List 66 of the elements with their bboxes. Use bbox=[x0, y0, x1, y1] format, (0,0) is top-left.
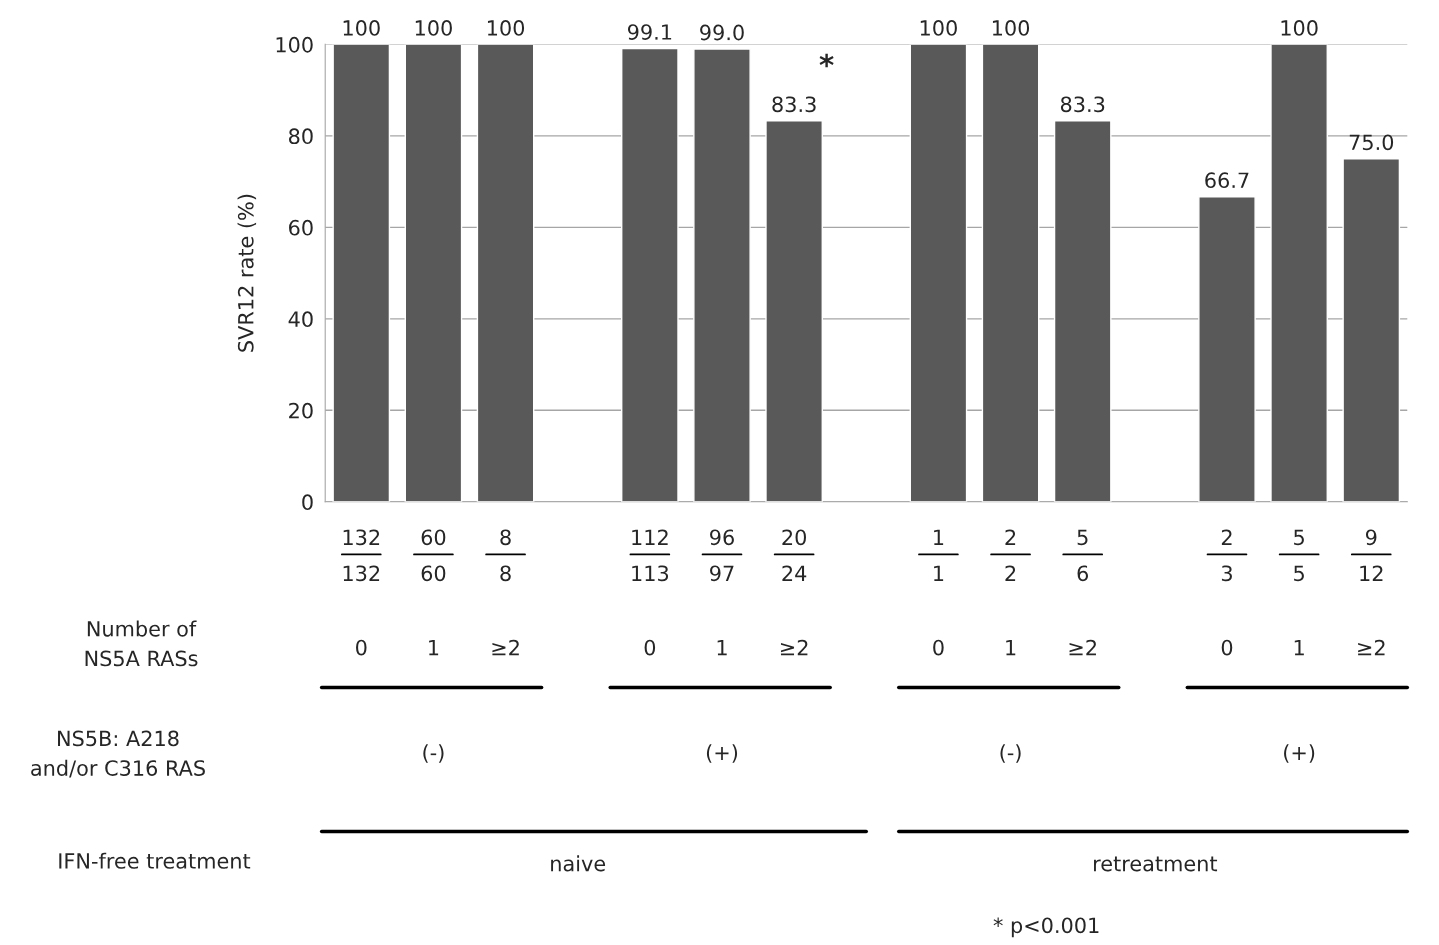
x-tick-label: 1 bbox=[1006, 639, 1016, 656]
data-label: 99.1 bbox=[627, 24, 672, 40]
data-label: 83.3 bbox=[1060, 96, 1105, 113]
x-tick-label: 0 bbox=[356, 639, 367, 656]
text: 2 2 bbox=[1005, 529, 1016, 581]
data-label: 66.7 bbox=[1205, 172, 1249, 189]
x-tick-label: 0 bbox=[1221, 639, 1233, 656]
x-tick-label: ≥2 bbox=[1358, 639, 1385, 656]
text: (+) bbox=[706, 744, 738, 763]
x-tick-label: 1 bbox=[1294, 639, 1304, 656]
y-axis-title: SVR12 rate (%) bbox=[237, 194, 257, 352]
text: naive bbox=[551, 855, 606, 872]
data-label: 83.3 bbox=[772, 96, 816, 113]
text: retreatment bbox=[1094, 856, 1218, 872]
bar bbox=[693, 48, 751, 502]
text: 1 1 bbox=[934, 529, 944, 581]
x-tick-label: 1 bbox=[717, 639, 727, 656]
data-label: 100 bbox=[415, 20, 452, 36]
text: (+) bbox=[1284, 744, 1315, 763]
text: 112 113 bbox=[632, 529, 669, 582]
x-tick-label: ≥2 bbox=[492, 639, 519, 656]
y-tick-label: 40 bbox=[288, 311, 313, 328]
bar bbox=[1270, 44, 1328, 502]
text: 60 60 bbox=[421, 529, 446, 582]
text: (-) bbox=[423, 744, 444, 763]
bar bbox=[765, 120, 823, 502]
text: 8 8 bbox=[500, 529, 511, 582]
x-tick-label: 1 bbox=[429, 639, 439, 656]
bar bbox=[621, 47, 679, 502]
text: NS5B: A218 and/or C316 RAS bbox=[31, 730, 205, 778]
data-label: 100 bbox=[487, 20, 525, 36]
text: 5 5 bbox=[1294, 529, 1304, 582]
text: (-) bbox=[1000, 744, 1021, 763]
bar bbox=[909, 44, 968, 502]
text: * p<0.001 bbox=[993, 917, 1099, 938]
y-tick-label: 0 bbox=[302, 494, 313, 511]
y-tick-label: 100 bbox=[276, 36, 313, 53]
text: Number of NS5A RASs bbox=[85, 620, 198, 667]
bar bbox=[1198, 196, 1256, 502]
data-label: 75.0 bbox=[1349, 134, 1394, 151]
bar bbox=[332, 44, 391, 502]
data-label: 100 bbox=[920, 20, 957, 36]
text: 2 3 bbox=[1221, 529, 1232, 582]
x-tick-label: ≥2 bbox=[1069, 639, 1096, 656]
y-tick-label: 60 bbox=[289, 219, 313, 236]
bar bbox=[1342, 158, 1401, 502]
y-tick-label: 80 bbox=[289, 128, 313, 145]
data-label: 100 bbox=[343, 20, 380, 36]
bar bbox=[1053, 120, 1112, 502]
text: 96 97 bbox=[710, 529, 734, 582]
text: 132 132 bbox=[343, 529, 380, 582]
bar bbox=[476, 44, 535, 502]
annotation: * bbox=[819, 53, 834, 68]
x-tick-label: 0 bbox=[933, 639, 944, 656]
text: 20 24 bbox=[782, 529, 807, 581]
bar bbox=[404, 44, 463, 502]
text: IFN-free treatment bbox=[59, 852, 251, 869]
data-label: 99.0 bbox=[700, 24, 744, 41]
y-tick-label: 20 bbox=[289, 402, 313, 419]
data-label: 100 bbox=[1281, 20, 1318, 36]
data-label: 100 bbox=[992, 20, 1030, 36]
bar bbox=[981, 44, 1040, 502]
text: 9 12 bbox=[1360, 529, 1383, 581]
x-tick-label: ≥2 bbox=[780, 639, 808, 656]
text: 5 6 bbox=[1077, 529, 1089, 582]
x-tick-label: 0 bbox=[644, 639, 656, 656]
